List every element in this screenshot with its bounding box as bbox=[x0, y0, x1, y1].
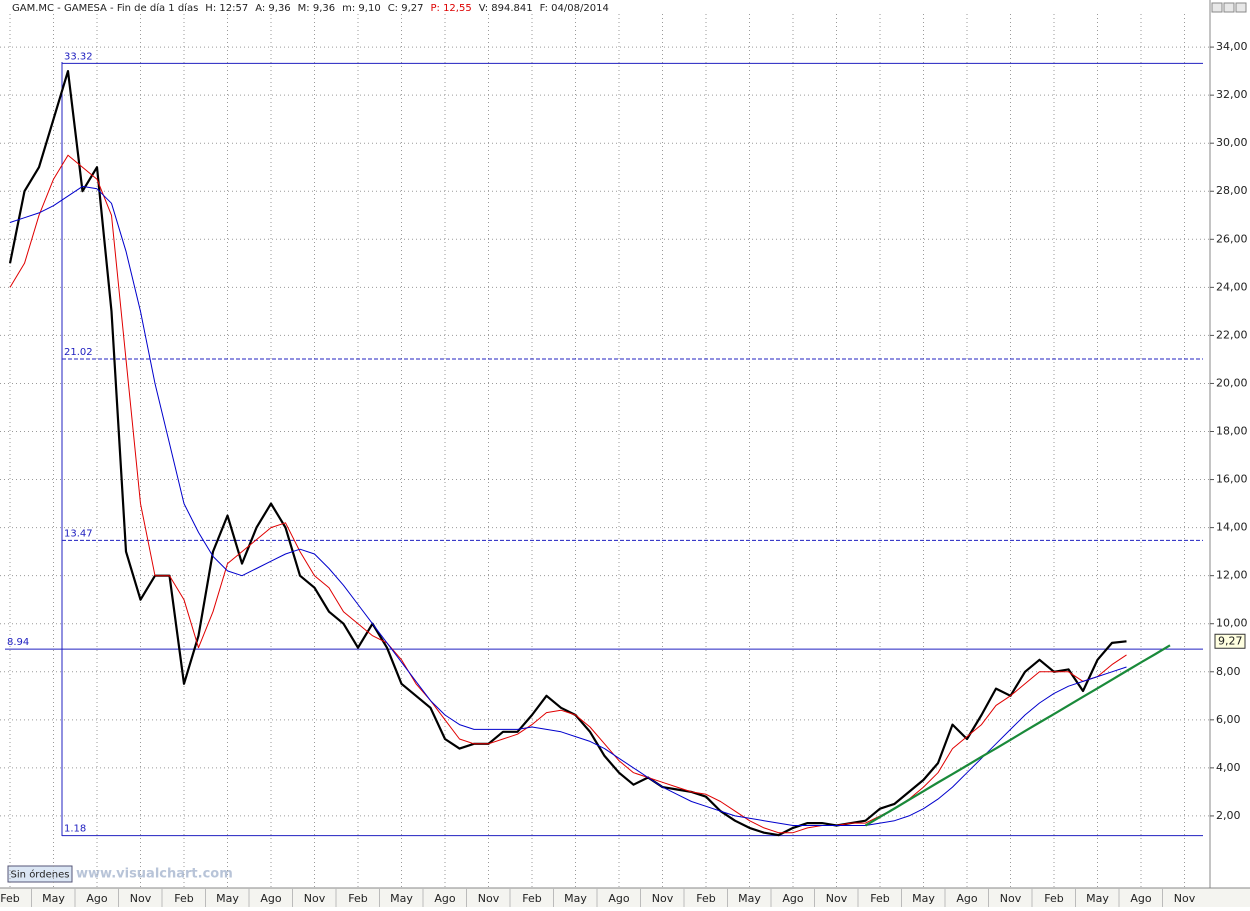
x-tick-label: Feb bbox=[870, 892, 889, 905]
header-field: M: 9,36 bbox=[298, 3, 335, 14]
y-tick-label: 28,00 bbox=[1216, 184, 1248, 197]
maximize-button[interactable] bbox=[1223, 2, 1235, 13]
x-tick-label: Nov bbox=[1174, 892, 1196, 905]
x-tick-label: Ago bbox=[86, 892, 108, 905]
watermark: www.visualchart.com bbox=[76, 867, 233, 882]
level-label: 8.94 bbox=[7, 637, 29, 648]
x-tick-label: Nov bbox=[478, 892, 500, 905]
y-tick-label: 24,00 bbox=[1216, 280, 1248, 293]
y-tick-label: 18,00 bbox=[1216, 425, 1248, 438]
x-tick-label: May bbox=[42, 892, 65, 905]
y-tick-label: 16,00 bbox=[1216, 473, 1248, 486]
x-tick-label: May bbox=[216, 892, 239, 905]
x-tick-label: Nov bbox=[652, 892, 674, 905]
x-tick-label: May bbox=[738, 892, 761, 905]
header-field: P: 12,55 bbox=[430, 3, 471, 14]
orders-button[interactable] bbox=[7, 865, 73, 883]
level-label: 33.32 bbox=[64, 51, 93, 62]
series-line bbox=[8, 70, 1127, 837]
level-label: 21.02 bbox=[64, 347, 93, 358]
x-tick-label: Feb bbox=[1044, 892, 1063, 905]
header-field: C: 9,27 bbox=[388, 3, 424, 14]
y-tick-label: 34,00 bbox=[1216, 40, 1248, 53]
x-tick-label: Nov bbox=[304, 892, 326, 905]
y-tick-label: 6,00 bbox=[1216, 713, 1241, 726]
header-field: A: 9,36 bbox=[255, 3, 290, 14]
header-field: GAM.MC - GAMESA - Fin de día 1 días bbox=[12, 2, 198, 14]
x-tick-label: Feb bbox=[522, 892, 541, 905]
price-box bbox=[1214, 633, 1246, 649]
y-tick-label: 30,00 bbox=[1216, 136, 1248, 149]
orders-button-label[interactable]: Sin órdenes bbox=[11, 869, 70, 881]
x-tick-label: Ago bbox=[956, 892, 978, 905]
y-tick-label: 2,00 bbox=[1216, 809, 1241, 822]
x-tick-label: Ago bbox=[608, 892, 630, 905]
x-axis-strip bbox=[0, 888, 1250, 907]
x-tick-label: May bbox=[390, 892, 413, 905]
y-tick-label: 20,00 bbox=[1216, 376, 1248, 389]
close-button[interactable] bbox=[1235, 2, 1247, 13]
header-field: V: 894.841 bbox=[479, 3, 533, 14]
x-tick-label: Nov bbox=[130, 892, 152, 905]
x-tick-label: May bbox=[564, 892, 587, 905]
y-tick-label: 14,00 bbox=[1216, 521, 1248, 534]
x-tick-label: Ago bbox=[1130, 892, 1152, 905]
series-line bbox=[9, 154, 1127, 834]
header-field: H: 12:57 bbox=[205, 3, 248, 14]
y-tick-label: 26,00 bbox=[1216, 232, 1248, 245]
x-tick-label: Feb bbox=[174, 892, 193, 905]
header-field: m: 9,10 bbox=[342, 3, 381, 14]
y-tick-label: 4,00 bbox=[1216, 761, 1241, 774]
y-tick-label: 8,00 bbox=[1216, 665, 1241, 678]
x-tick-label: May bbox=[1086, 892, 1109, 905]
x-tick-label: Nov bbox=[1000, 892, 1022, 905]
level-label: 13.47 bbox=[64, 528, 93, 539]
y-tick-label: 10,00 bbox=[1216, 617, 1248, 630]
x-tick-label: Ago bbox=[434, 892, 456, 905]
y-tick-label: 32,00 bbox=[1216, 88, 1248, 101]
series-line bbox=[864, 644, 1171, 827]
x-tick-label: Ago bbox=[782, 892, 804, 905]
y-tick-label: 12,00 bbox=[1216, 569, 1248, 582]
level-label: 1.18 bbox=[64, 824, 86, 835]
header-field: F: 04/08/2014 bbox=[540, 3, 609, 14]
header: GAM.MC - GAMESA - Fin de día 1 días H: 12… bbox=[12, 2, 609, 14]
x-tick-label: May bbox=[912, 892, 935, 905]
minimize-button[interactable] bbox=[1211, 2, 1223, 13]
x-tick-label: Feb bbox=[0, 892, 19, 905]
y-tick-label: 22,00 bbox=[1216, 328, 1248, 341]
series-line bbox=[9, 185, 1127, 826]
x-tick-label: Nov bbox=[826, 892, 848, 905]
x-tick-label: Feb bbox=[696, 892, 715, 905]
x-tick-label: Ago bbox=[260, 892, 282, 905]
x-tick-label: Feb bbox=[348, 892, 367, 905]
price-label: 9,27 bbox=[1218, 634, 1243, 647]
